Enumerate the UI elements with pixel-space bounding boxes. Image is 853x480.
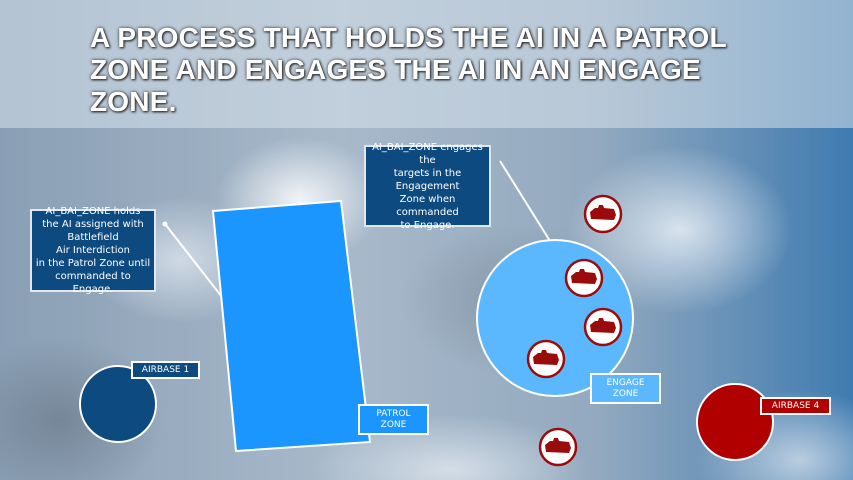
airbase-1-label: AIRBASE 1: [131, 361, 200, 379]
engage-note: AI_BAI_ZONE engages the targets in the E…: [364, 142, 491, 231]
page-title: A PROCESS THAT HOLDS THE AI IN A PATROL …: [90, 22, 727, 117]
patrol-zone-label: PATROL ZONE: [358, 404, 429, 435]
patrol-leader-line: [164, 223, 223, 298]
airbase-1: [79, 365, 157, 443]
patrol-zone: [211, 199, 372, 453]
engage-zone-label: ENGAGE ZONE: [590, 373, 661, 404]
title-band: [0, 0, 853, 128]
target-tank-icon: [583, 194, 623, 234]
target-tank-icon: [526, 339, 566, 379]
target-tank-icon: [538, 427, 578, 467]
target-tank-icon: [583, 307, 623, 347]
target-tank-icon: [564, 258, 604, 298]
airbase-4: [696, 383, 774, 461]
airbase-4-label: AIRBASE 4: [760, 397, 831, 415]
patrol-note: AI_BAI_ZONE holds the AI assigned with B…: [30, 206, 156, 295]
engage-leader-line: [499, 160, 551, 242]
